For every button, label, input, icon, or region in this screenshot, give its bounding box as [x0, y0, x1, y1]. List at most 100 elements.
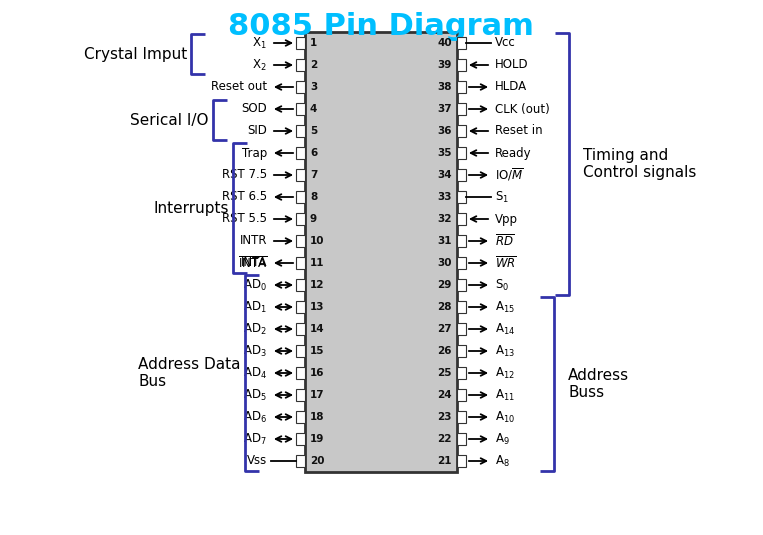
Bar: [457, 59, 466, 71]
Text: Reset in: Reset in: [495, 125, 542, 137]
Bar: [457, 212, 466, 225]
Bar: [296, 301, 305, 314]
Text: A$_{15}$: A$_{15}$: [495, 300, 515, 315]
Bar: [457, 455, 466, 468]
Text: 34: 34: [437, 170, 452, 180]
Bar: [457, 190, 466, 203]
Text: HLDA: HLDA: [495, 80, 527, 94]
Text: S$_0$: S$_0$: [495, 278, 509, 293]
Text: 7: 7: [310, 170, 317, 180]
Text: CLK (out): CLK (out): [495, 103, 550, 116]
Text: AD$_2$: AD$_2$: [243, 322, 267, 337]
Text: 32: 32: [437, 214, 452, 224]
Text: AD$_3$: AD$_3$: [243, 343, 267, 358]
Bar: [457, 103, 466, 116]
Bar: [296, 411, 305, 423]
Bar: [457, 81, 466, 94]
Bar: [457, 169, 466, 181]
Text: SID: SID: [247, 125, 267, 137]
Text: 37: 37: [437, 104, 452, 114]
Text: RST 7.5: RST 7.5: [222, 169, 267, 181]
Bar: [296, 36, 305, 49]
Bar: [457, 257, 466, 270]
Bar: [457, 411, 466, 423]
Bar: [296, 433, 305, 445]
Text: 10: 10: [310, 236, 324, 246]
Text: Address Data
Bus: Address Data Bus: [139, 357, 241, 389]
Bar: [457, 323, 466, 335]
Text: A$_{11}$: A$_{11}$: [495, 387, 515, 402]
Bar: [457, 147, 466, 159]
Bar: [296, 147, 305, 159]
Text: Crystal Imput: Crystal Imput: [84, 47, 187, 62]
Text: Ready: Ready: [495, 147, 532, 159]
Bar: [457, 433, 466, 445]
Text: $\overline{RD}$: $\overline{RD}$: [495, 233, 514, 249]
Text: 39: 39: [438, 60, 452, 70]
Text: A$_{10}$: A$_{10}$: [495, 409, 515, 425]
Bar: [457, 279, 466, 292]
Text: AD$_6$: AD$_6$: [243, 409, 267, 425]
Bar: [296, 190, 305, 203]
Text: 38: 38: [437, 82, 452, 92]
Text: 25: 25: [437, 368, 452, 378]
Bar: [457, 388, 466, 401]
Text: IO/$\overline{M}$: IO/$\overline{M}$: [495, 166, 524, 184]
Text: 17: 17: [310, 390, 324, 400]
Text: 6: 6: [310, 148, 317, 158]
Text: 30: 30: [437, 258, 452, 268]
Text: S$_1$: S$_1$: [495, 189, 509, 204]
Text: 15: 15: [310, 346, 324, 356]
Text: 11: 11: [310, 258, 324, 268]
Bar: [296, 169, 305, 181]
Bar: [296, 257, 305, 270]
Bar: [296, 235, 305, 247]
Bar: [457, 125, 466, 137]
Bar: [296, 388, 305, 401]
Text: 31: 31: [437, 236, 452, 246]
Text: 14: 14: [310, 324, 324, 334]
Text: 3: 3: [310, 82, 317, 92]
Text: 1: 1: [310, 38, 317, 48]
Text: 16: 16: [310, 368, 324, 378]
Text: A$_{12}$: A$_{12}$: [495, 365, 515, 380]
Text: 13: 13: [310, 302, 324, 312]
Text: 21: 21: [437, 456, 452, 466]
Text: 20: 20: [310, 456, 324, 466]
Text: INTR: INTR: [240, 234, 267, 248]
Text: HOLD: HOLD: [495, 58, 529, 72]
Text: AD$_4$: AD$_4$: [243, 365, 267, 380]
Text: A$_{14}$: A$_{14}$: [495, 322, 515, 337]
Bar: [457, 301, 466, 314]
Text: 5: 5: [310, 126, 317, 136]
Text: AD$_7$: AD$_7$: [243, 431, 267, 447]
Text: 12: 12: [310, 280, 324, 290]
Text: X$_1$: X$_1$: [253, 35, 267, 50]
Bar: [457, 366, 466, 379]
Text: 8: 8: [310, 192, 317, 202]
Text: 33: 33: [437, 192, 452, 202]
Text: Vss: Vss: [246, 455, 267, 468]
Text: 9: 9: [310, 214, 317, 224]
Bar: [296, 455, 305, 468]
Text: 19: 19: [310, 434, 324, 444]
Text: X$_2$: X$_2$: [253, 57, 267, 73]
Text: Address
Buss: Address Buss: [568, 368, 629, 400]
Text: 40: 40: [437, 38, 452, 48]
Bar: [457, 36, 466, 49]
Text: INTA: INTA: [240, 256, 267, 270]
Text: 18: 18: [310, 412, 324, 422]
Text: A$_8$: A$_8$: [495, 454, 510, 469]
Bar: [296, 125, 305, 137]
Bar: [305, 32, 457, 472]
Bar: [296, 103, 305, 116]
Bar: [296, 59, 305, 71]
Bar: [296, 323, 305, 335]
Text: $\overline{\mathrm{INTA}}$: $\overline{\mathrm{INTA}}$: [237, 255, 267, 271]
Text: 8085 Pin Diagram: 8085 Pin Diagram: [228, 12, 534, 41]
Text: Reset out: Reset out: [211, 80, 267, 94]
Text: 26: 26: [437, 346, 452, 356]
Text: Serical I/O: Serical I/O: [130, 112, 209, 127]
Text: 35: 35: [437, 148, 452, 158]
Text: 2: 2: [310, 60, 317, 70]
